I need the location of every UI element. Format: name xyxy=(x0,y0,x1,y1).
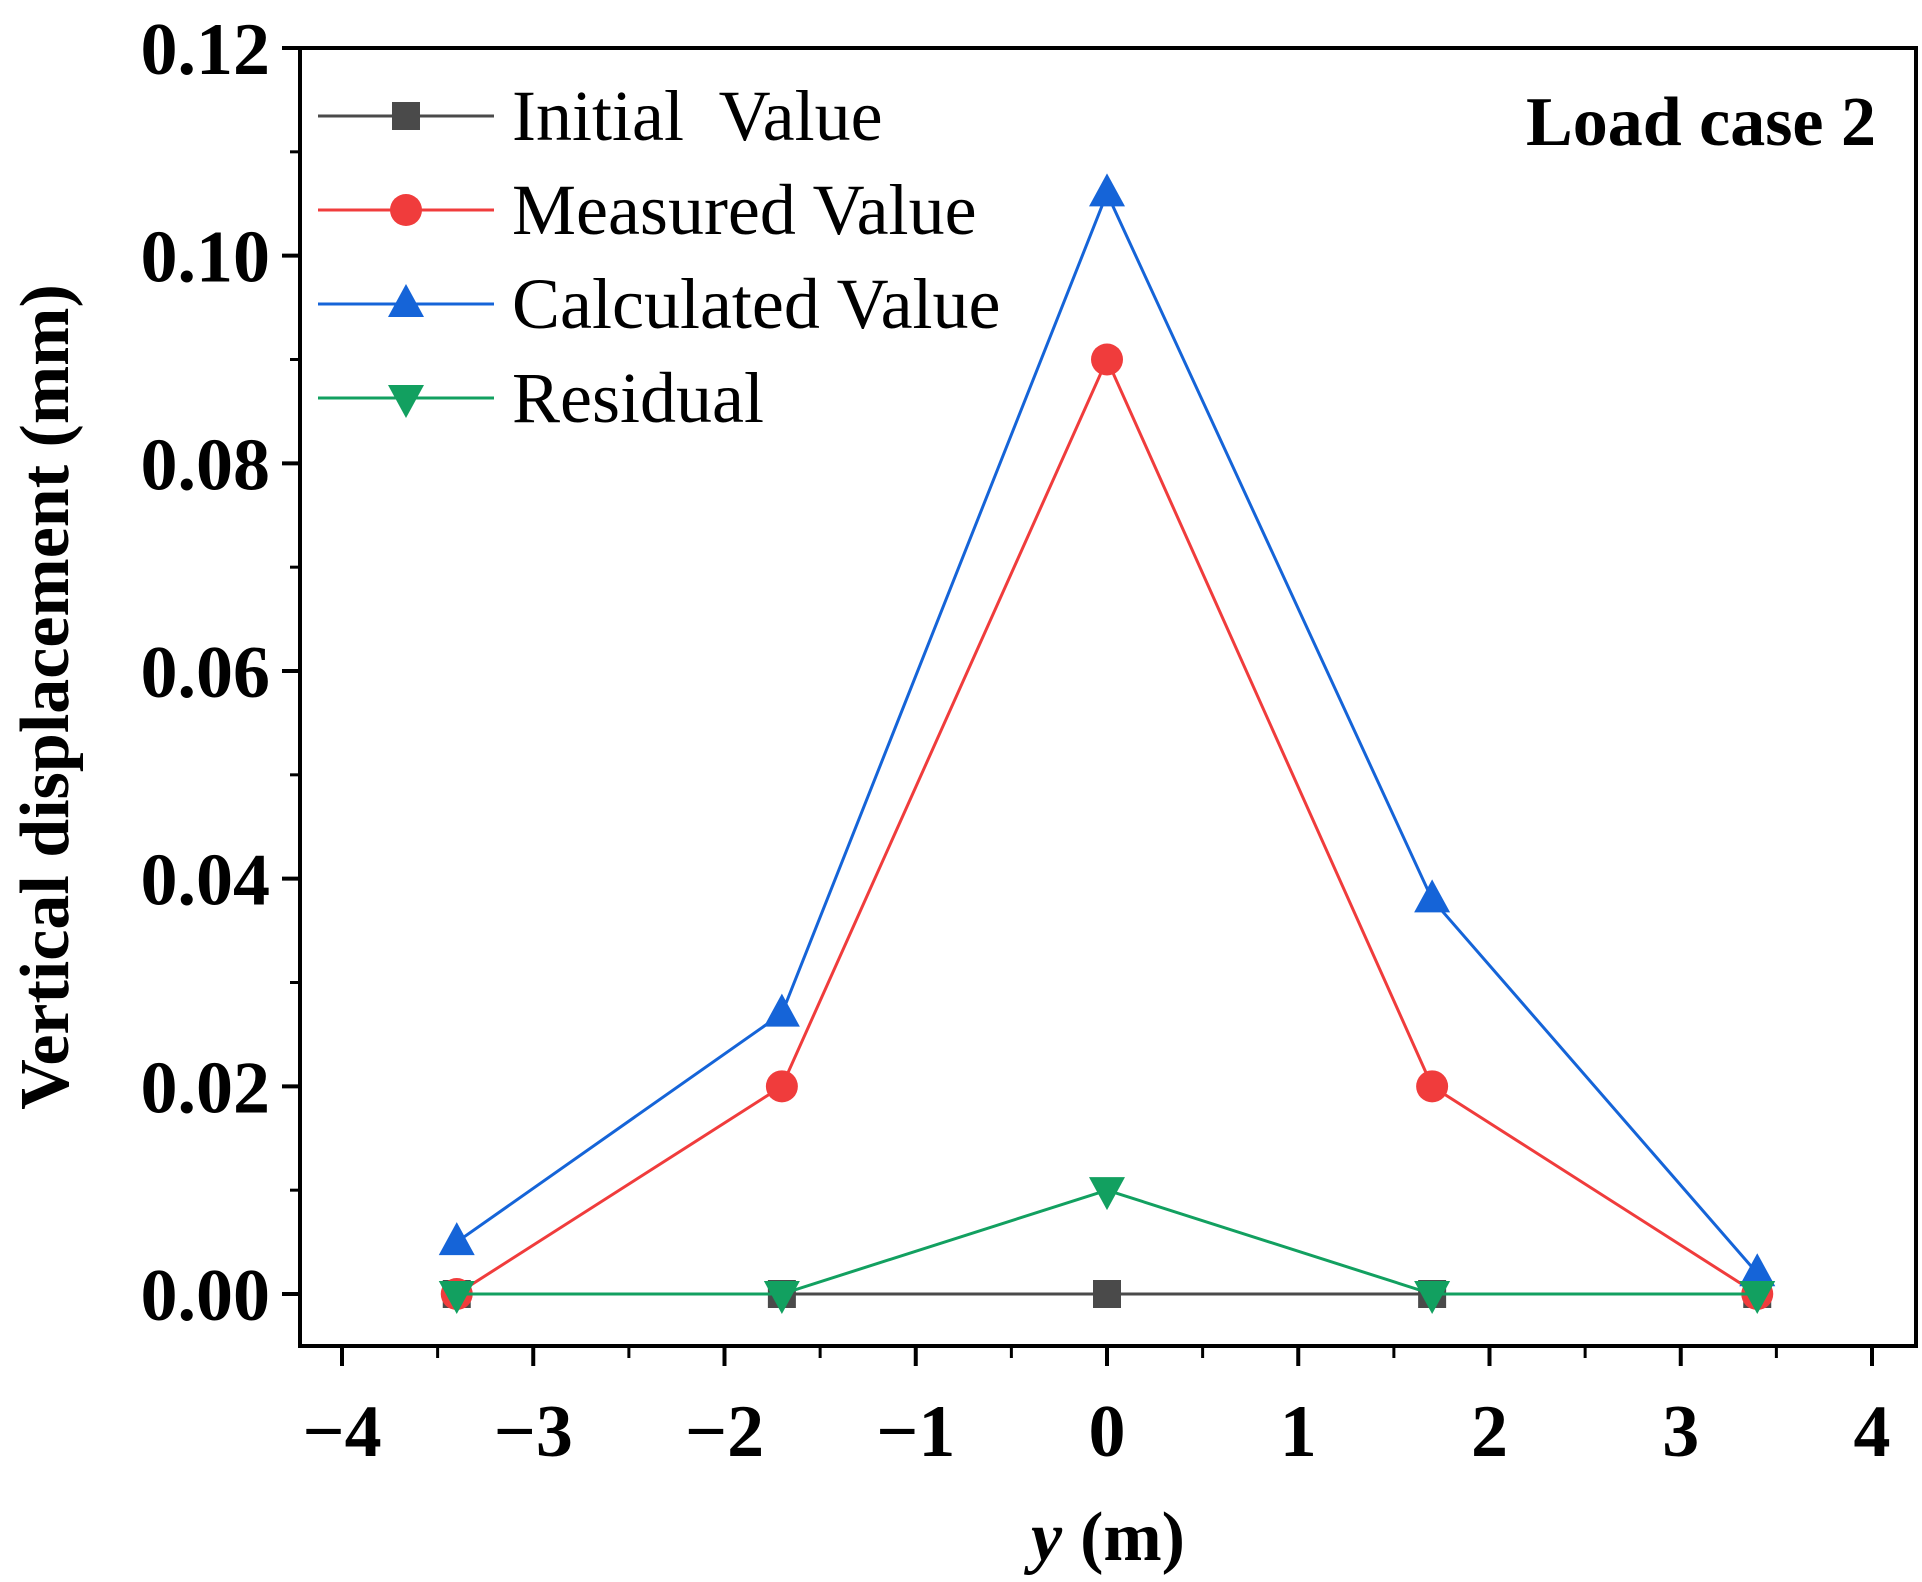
chart-annotation: Load case 2 xyxy=(1526,84,1876,161)
x-tick-label: −2 xyxy=(685,1391,764,1473)
legend-item: Measured Value xyxy=(318,170,977,250)
x-tick-label: 1 xyxy=(1280,1391,1317,1473)
legend-label: Calculated Value xyxy=(512,264,1001,344)
data-point xyxy=(1093,1280,1121,1308)
y-tick-label: 0.06 xyxy=(141,632,271,714)
y-tick-label: 0.04 xyxy=(141,840,271,922)
y-axis-ticks: 0.00 0.02 0.04 0.06 0.08 0.10 0.12 xyxy=(141,9,300,1337)
y-axis-title: Vertical displacement (mm) xyxy=(7,284,84,1110)
data-point xyxy=(1414,1281,1451,1314)
y-tick-label: 0.02 xyxy=(141,1047,271,1129)
y-tick-label: 0.12 xyxy=(141,9,271,91)
series-layer xyxy=(438,173,1776,1314)
legend-label: Initial Value xyxy=(512,76,883,156)
x-axis-variable: y xyxy=(1024,1499,1063,1576)
legend: Initial Value Measured Value Calculated Va… xyxy=(318,76,1001,438)
y-tick-label: 0.00 xyxy=(141,1255,271,1337)
data-point xyxy=(1416,1070,1449,1103)
legend-marker xyxy=(392,102,420,130)
data-point xyxy=(1089,173,1125,207)
data-point xyxy=(763,993,800,1027)
legend-label: Residual xyxy=(512,358,764,438)
data-point xyxy=(1089,1177,1125,1211)
y-tick-label: 0.08 xyxy=(141,424,271,506)
x-tick-label: 4 xyxy=(1854,1391,1891,1473)
legend-marker xyxy=(388,284,424,317)
legend-marker xyxy=(388,385,424,418)
data-point xyxy=(765,1070,798,1103)
data-point xyxy=(763,1281,800,1314)
data-point xyxy=(1414,879,1451,913)
data-point xyxy=(438,1222,475,1256)
x-axis-title: y (m) xyxy=(1024,1499,1185,1576)
series-3 xyxy=(438,1177,1776,1314)
x-tick-label: 0 xyxy=(1089,1391,1126,1473)
legend-item: Residual xyxy=(318,358,764,438)
x-tick-label: 3 xyxy=(1662,1391,1699,1473)
data-point xyxy=(1739,1253,1776,1287)
legend-item: Calculated Value xyxy=(318,264,1001,344)
series-1 xyxy=(440,343,1774,1310)
x-tick-label: −3 xyxy=(494,1391,573,1473)
y-tick-label: 0.10 xyxy=(141,217,271,299)
data-point xyxy=(1739,1281,1776,1314)
x-tick-label: −4 xyxy=(302,1391,381,1473)
x-axis-ticks: −4 −3 −2 −1 0 1 2 3 4 xyxy=(302,1346,1891,1473)
data-point xyxy=(438,1281,475,1314)
series-line xyxy=(455,355,1759,1296)
legend-marker xyxy=(390,194,422,226)
x-tick-label: 2 xyxy=(1471,1391,1508,1473)
legend-item: Initial Value xyxy=(318,76,883,156)
series-2 xyxy=(438,173,1776,1287)
legend-label: Measured Value xyxy=(512,170,977,250)
x-axis-unit: (m) xyxy=(1080,1499,1185,1576)
data-point xyxy=(1091,343,1123,376)
x-tick-label: −1 xyxy=(876,1391,955,1473)
